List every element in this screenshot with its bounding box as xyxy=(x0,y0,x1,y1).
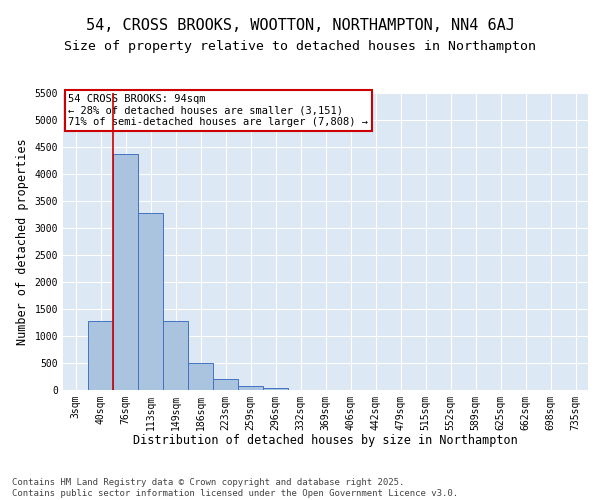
Y-axis label: Number of detached properties: Number of detached properties xyxy=(16,138,29,344)
Bar xyxy=(113,154,138,390)
Bar xyxy=(263,388,288,390)
Bar xyxy=(138,212,163,390)
Bar xyxy=(88,322,113,390)
Bar xyxy=(238,386,263,390)
Bar xyxy=(188,364,213,390)
Bar xyxy=(163,322,188,390)
Text: Contains HM Land Registry data © Crown copyright and database right 2025.
Contai: Contains HM Land Registry data © Crown c… xyxy=(12,478,458,498)
Text: 54, CROSS BROOKS, WOOTTON, NORTHAMPTON, NN4 6AJ: 54, CROSS BROOKS, WOOTTON, NORTHAMPTON, … xyxy=(86,18,514,32)
X-axis label: Distribution of detached houses by size in Northampton: Distribution of detached houses by size … xyxy=(133,434,518,448)
Text: Size of property relative to detached houses in Northampton: Size of property relative to detached ho… xyxy=(64,40,536,53)
Bar xyxy=(213,378,238,390)
Text: 54 CROSS BROOKS: 94sqm
← 28% of detached houses are smaller (3,151)
71% of semi-: 54 CROSS BROOKS: 94sqm ← 28% of detached… xyxy=(68,94,368,127)
